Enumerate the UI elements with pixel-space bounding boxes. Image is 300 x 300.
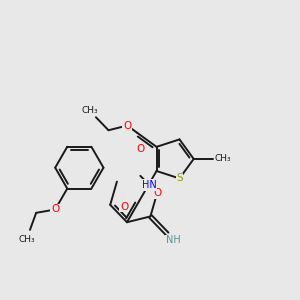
- Text: O: O: [136, 144, 144, 154]
- Text: CH₃: CH₃: [18, 235, 35, 244]
- Text: HN: HN: [142, 180, 156, 190]
- Text: O: O: [120, 202, 128, 212]
- Text: O: O: [153, 188, 161, 198]
- Text: CH₃: CH₃: [214, 154, 231, 164]
- Text: O: O: [51, 205, 59, 214]
- Text: O: O: [123, 121, 131, 130]
- Text: S: S: [176, 173, 183, 184]
- Text: NH: NH: [166, 235, 181, 245]
- Text: CH₃: CH₃: [81, 106, 98, 115]
